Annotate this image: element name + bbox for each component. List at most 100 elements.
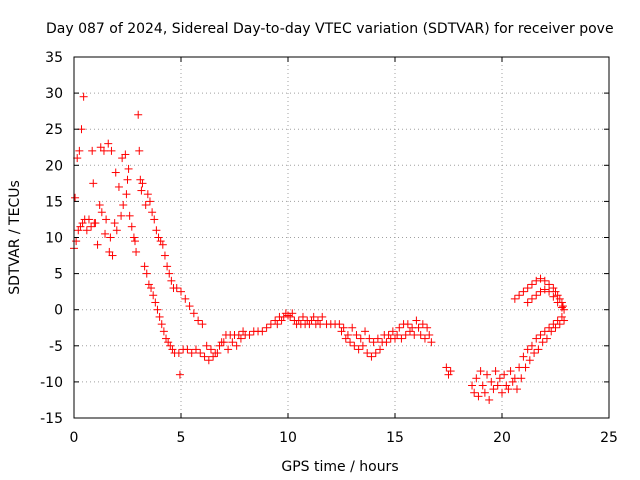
x-axis-label: GPS time / hours: [281, 459, 398, 475]
data-point: [84, 215, 93, 224]
data-point: [423, 323, 432, 332]
data-point: [532, 334, 541, 343]
data-point: [123, 175, 132, 184]
data-point: [536, 274, 545, 283]
y-tick-label: 5: [54, 267, 63, 283]
data-point: [500, 370, 509, 379]
data-point: [474, 392, 483, 401]
data-point: [164, 338, 173, 347]
y-tick-label: 0: [54, 303, 63, 319]
x-tick-label: 5: [177, 430, 186, 446]
data-point: [369, 338, 378, 347]
data-point: [239, 327, 248, 336]
data-point: [286, 312, 295, 321]
data-point: [298, 312, 307, 321]
data-point: [150, 215, 159, 224]
data-point: [354, 345, 363, 354]
data-point: [318, 312, 327, 321]
data-point: [313, 316, 322, 325]
x-tick-label: 25: [600, 430, 618, 446]
data-point: [88, 146, 97, 155]
data-point: [388, 327, 397, 336]
data-point: [405, 327, 414, 336]
data-point: [122, 190, 131, 199]
data-point: [117, 211, 126, 220]
data-point: [288, 309, 297, 318]
data-point: [478, 381, 487, 390]
data-point: [480, 388, 489, 397]
data-point: [130, 237, 139, 246]
data-point: [416, 330, 425, 339]
data-point: [335, 320, 344, 329]
data-point: [74, 226, 83, 235]
data-point: [348, 323, 357, 332]
data-point: [127, 222, 136, 231]
data-point: [558, 302, 567, 311]
data-point: [187, 349, 196, 358]
data-point: [401, 330, 410, 339]
data-point: [527, 294, 536, 303]
data-point: [72, 237, 81, 246]
x-tick-label: 15: [386, 430, 404, 446]
data-point: [309, 312, 318, 321]
data-point: [555, 294, 564, 303]
data-point: [200, 352, 209, 361]
data-point: [206, 345, 215, 354]
data-point: [76, 222, 85, 231]
data-point: [172, 284, 181, 293]
data-point: [125, 211, 134, 220]
data-point: [502, 381, 511, 390]
data-point: [155, 312, 164, 321]
data-point: [228, 338, 237, 347]
data-point: [549, 284, 558, 293]
data-point: [384, 330, 393, 339]
data-point: [232, 341, 241, 350]
x-tick-label: 0: [70, 430, 79, 446]
data-marks: [70, 92, 569, 404]
data-point: [121, 150, 130, 159]
data-point: [105, 247, 114, 256]
data-point: [111, 168, 120, 177]
data-point: [363, 349, 372, 358]
data-point: [530, 349, 539, 358]
data-point: [495, 374, 504, 383]
data-point: [152, 226, 161, 235]
data-point: [112, 226, 121, 235]
data-point: [553, 298, 562, 307]
data-point: [148, 208, 157, 217]
data-point: [350, 341, 359, 350]
data-point: [119, 201, 128, 210]
data-point: [508, 377, 517, 386]
data-point: [143, 190, 152, 199]
y-tick-label: 25: [45, 122, 63, 138]
data-point: [493, 381, 502, 390]
data-point: [191, 345, 200, 354]
data-point: [542, 334, 551, 343]
data-point: [97, 208, 106, 217]
data-point: [557, 312, 566, 321]
data-point: [525, 356, 534, 365]
data-point: [149, 291, 158, 300]
data-point: [358, 341, 367, 350]
data-point: [160, 251, 169, 260]
data-point: [124, 164, 133, 173]
data-point: [118, 154, 127, 163]
data-point: [352, 330, 361, 339]
chart-title: Day 087 of 2024, Sidereal Day-to-day VTE…: [46, 21, 614, 37]
data-point: [393, 330, 402, 339]
data-point: [517, 374, 526, 383]
data-point: [136, 175, 145, 184]
data-point: [163, 262, 172, 271]
data-point: [110, 219, 119, 228]
data-point: [356, 334, 365, 343]
x-tick-label: 20: [493, 430, 511, 446]
data-point: [236, 334, 245, 343]
data-point: [71, 193, 80, 202]
y-tick-label: -5: [49, 339, 63, 355]
data-point: [294, 316, 303, 325]
data-point: [167, 276, 176, 285]
data-point: [73, 154, 82, 163]
data-point: [553, 291, 562, 300]
data-point: [168, 345, 177, 354]
